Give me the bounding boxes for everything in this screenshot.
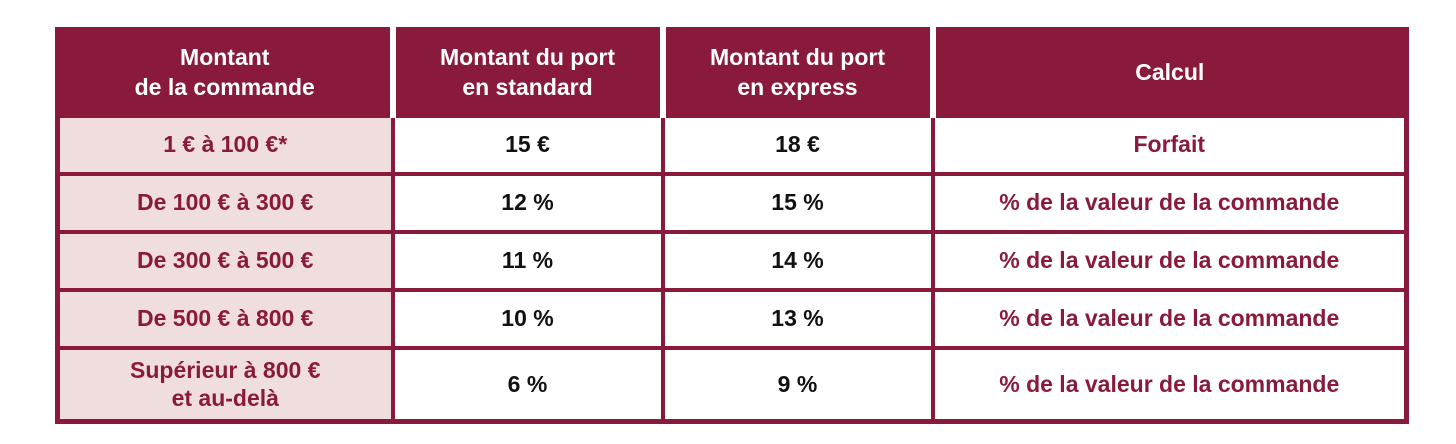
amount-cell-1: 1 € à 100 €*: [55, 113, 395, 176]
amount-cell-3: De 300 € à 500 €: [55, 229, 395, 292]
header-calcul: Calcul: [929, 27, 1409, 118]
amount-cell-2: De 100 € à 300 €: [55, 171, 395, 234]
standard-cell-3: 11 %: [390, 229, 665, 292]
calcul-cell-1: Forfait: [930, 113, 1409, 176]
calcul-cell-5: % de la valeur de la commande: [930, 345, 1409, 424]
standard-cell-5: 6 %: [390, 345, 665, 424]
calcul-cell-4: % de la valeur de la commande: [930, 287, 1409, 350]
express-cell-3: 14 %: [660, 229, 935, 292]
table-row: De 100 € à 300 € 12 % 15 % % de la valeu…: [55, 171, 1409, 234]
table-row: De 300 € à 500 € 11 % 14 % % de la valeu…: [55, 229, 1409, 292]
table-header-row: Montant de la commande Montant du port e…: [55, 27, 1409, 118]
standard-cell-1: 15 €: [390, 113, 665, 176]
shipping-cost-table: Montant de la commande Montant du port e…: [55, 27, 1409, 424]
table-row: 1 € à 100 €* 15 € 18 € Forfait: [55, 113, 1409, 176]
amount-cell-4: De 500 € à 800 €: [55, 287, 395, 350]
table-row: Supérieur à 800 € et au-delà 6 % 9 % % d…: [55, 345, 1409, 424]
standard-cell-4: 10 %: [390, 287, 665, 350]
express-cell-1: 18 €: [660, 113, 935, 176]
calcul-cell-3: % de la valeur de la commande: [930, 229, 1409, 292]
amount-cell-5: Supérieur à 800 € et au-delà: [55, 345, 395, 424]
header-port-standard: Montant du port en standard: [389, 27, 666, 118]
header-order-amount: Montant de la commande: [55, 27, 396, 118]
table-row: De 500 € à 800 € 10 % 13 % % de la valeu…: [55, 287, 1409, 350]
express-cell-4: 13 %: [660, 287, 935, 350]
header-port-express: Montant du port en express: [659, 27, 936, 118]
express-cell-5: 9 %: [660, 345, 935, 424]
express-cell-2: 15 %: [660, 171, 935, 234]
calcul-cell-2: % de la valeur de la commande: [930, 171, 1409, 234]
standard-cell-2: 12 %: [390, 171, 665, 234]
